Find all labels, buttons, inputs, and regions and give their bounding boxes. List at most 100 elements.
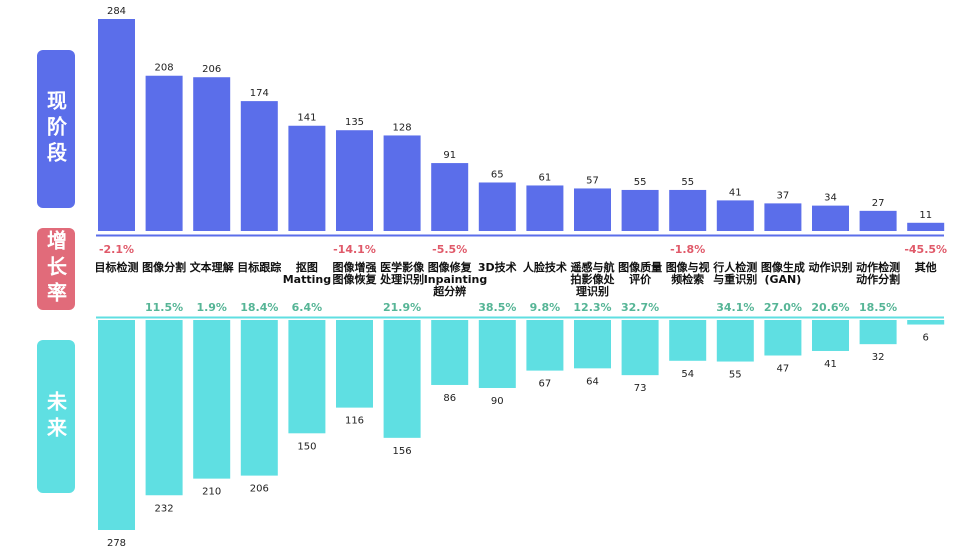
future-bar	[193, 320, 231, 479]
current-value-label: 55	[681, 177, 694, 188]
current-stage-label-box: 现阶段	[37, 50, 75, 208]
future-bar	[859, 320, 897, 345]
future-value-label: 150	[297, 441, 316, 452]
growth-rate-value: 20.6%	[811, 301, 849, 314]
future-bar	[764, 320, 802, 356]
category-label: 人脸技术	[522, 261, 567, 274]
future-value-label: 6	[923, 333, 929, 344]
future-bar	[240, 320, 278, 476]
current-bar	[383, 135, 421, 231]
growth-rate-value: 6.4%	[292, 301, 323, 314]
future-bar	[669, 320, 707, 361]
future-value-label: 73	[634, 383, 647, 394]
growth-rate-value: 32.7%	[621, 301, 659, 314]
future-label-box: 未来	[37, 340, 75, 493]
category-label: 图像生成 (GAN)	[760, 261, 805, 286]
current-bar	[145, 75, 183, 231]
current-bar	[574, 188, 611, 231]
current-bar	[669, 189, 707, 231]
future-value-label: 232	[155, 503, 174, 514]
future-value-label: 54	[681, 369, 694, 380]
future-bar	[478, 320, 516, 388]
current-bar	[812, 205, 849, 231]
category-label: 图像增强 图像恢复	[332, 261, 377, 286]
current-bar	[478, 182, 516, 231]
growth-rate-value: -2.1%	[99, 243, 134, 256]
current-value-label: 37	[777, 190, 790, 201]
growth-rate-value: -14.1%	[333, 243, 376, 256]
future-value-label: 55	[729, 370, 742, 381]
future-bar	[812, 320, 849, 351]
growth-rate-value: -5.5%	[432, 243, 467, 256]
category-label: 图像与视 频检索	[665, 261, 710, 286]
future-value-label: 156	[393, 446, 412, 457]
future-bar	[98, 320, 135, 530]
current-stage-label: 现阶段	[43, 90, 68, 168]
current-bar	[526, 185, 564, 231]
current-bar	[431, 163, 469, 231]
growth-rate-value: 21.9%	[383, 301, 421, 314]
current-value-label: 11	[919, 210, 932, 221]
current-bar	[240, 101, 278, 232]
future-value-label: 47	[777, 364, 790, 375]
future-bar	[907, 320, 945, 325]
future-value-label: 32	[872, 352, 885, 363]
current-value-label: 206	[202, 64, 221, 75]
category-label: 3D技术	[477, 261, 517, 274]
current-value-label: 55	[634, 177, 647, 188]
category-label: 图像质量 评价	[618, 261, 663, 286]
current-bar	[621, 189, 659, 231]
future-value-label: 278	[107, 538, 126, 549]
current-bar	[764, 203, 802, 231]
category-label: 图像分割	[142, 261, 187, 274]
category-label: 医学影像 处理识别	[380, 261, 425, 286]
category-label: 目标跟踪	[237, 261, 282, 274]
growth-rate-value: 18.4%	[240, 301, 278, 314]
future-value-label: 210	[202, 487, 221, 498]
growth-rate-value: 11.5%	[145, 301, 183, 314]
growth-rate-value: 27.0%	[764, 301, 802, 314]
current-value-label: 57	[586, 175, 599, 186]
current-value-label: 141	[297, 113, 316, 124]
future-bar	[383, 320, 421, 438]
current-bar	[716, 200, 754, 231]
category-label: 动作识别	[808, 261, 853, 274]
future-bar	[621, 320, 659, 376]
growth-rate-value: 18.5%	[859, 301, 897, 314]
current-bar	[193, 77, 231, 232]
future-value-label: 41	[824, 359, 837, 370]
growth-rate-value: 12.3%	[573, 301, 611, 314]
growth-rate-value: -45.5%	[904, 243, 947, 256]
category-label: 目标检测	[94, 261, 139, 274]
future-bar	[431, 320, 469, 385]
future-bar	[145, 320, 183, 496]
category-label: 行人检测 与重识别	[713, 261, 758, 286]
future-value-label: 206	[250, 484, 269, 495]
future-bar	[288, 320, 326, 434]
category-label: 抠图 Matting	[282, 261, 332, 286]
growth-rate-value: 34.1%	[716, 301, 754, 314]
future-value-label: 90	[491, 396, 504, 407]
future-value-label: 67	[539, 379, 552, 390]
current-value-label: 34	[824, 193, 837, 204]
current-bar	[859, 210, 897, 231]
category-label: 文本理解	[189, 261, 234, 274]
future-value-label: 64	[586, 376, 599, 387]
current-value-label: 128	[393, 122, 412, 133]
future-label: 未来	[43, 390, 68, 443]
current-value-label: 91	[443, 150, 456, 161]
growth-rate-label-box: 增长率	[37, 228, 75, 310]
current-bar	[907, 222, 945, 231]
future-value-label: 116	[345, 416, 364, 427]
category-label: 动作检测 动作分割	[856, 261, 901, 286]
category-label: 图像修复 Inpainting 超分辨	[423, 261, 488, 298]
current-value-label: 208	[155, 63, 174, 74]
current-value-label: 41	[729, 187, 742, 198]
current-value-label: 27	[872, 198, 885, 209]
growth-rate-label: 增长率	[43, 230, 68, 308]
current-value-label: 61	[539, 172, 552, 183]
future-value-label: 86	[443, 393, 456, 404]
current-value-label: 174	[250, 88, 269, 99]
current-bar	[336, 130, 373, 231]
